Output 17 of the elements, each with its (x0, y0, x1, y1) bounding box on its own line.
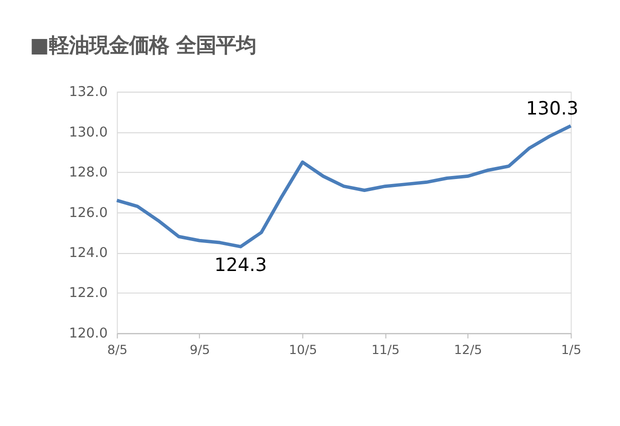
data-label: 130.3 (526, 98, 578, 120)
line-series (115, 124, 572, 248)
x-tick-label: 9/5 (190, 342, 210, 357)
y-tick-label: 122.0 (68, 285, 108, 302)
x-tick-label: 12/5 (454, 342, 482, 357)
data-label: 124.3 (214, 254, 267, 276)
chart-title: ■軽油現金価格 全国平均 (30, 33, 256, 58)
x-tick-label: 10/5 (288, 342, 318, 357)
x-tick-label: 11/5 (371, 342, 400, 357)
x-tick-label: 8/5 (107, 342, 128, 357)
y-tick-label: 132.0 (68, 84, 108, 100)
y-tick-label: 124.0 (68, 245, 108, 261)
y-tick-label: 130.0 (68, 124, 108, 140)
y-tick-label: 120.0 (68, 325, 108, 342)
x-tick-label: 1/5 (561, 342, 582, 357)
y-tick-label: 126.0 (68, 204, 108, 221)
y-tick-label: 128.0 (68, 164, 108, 181)
